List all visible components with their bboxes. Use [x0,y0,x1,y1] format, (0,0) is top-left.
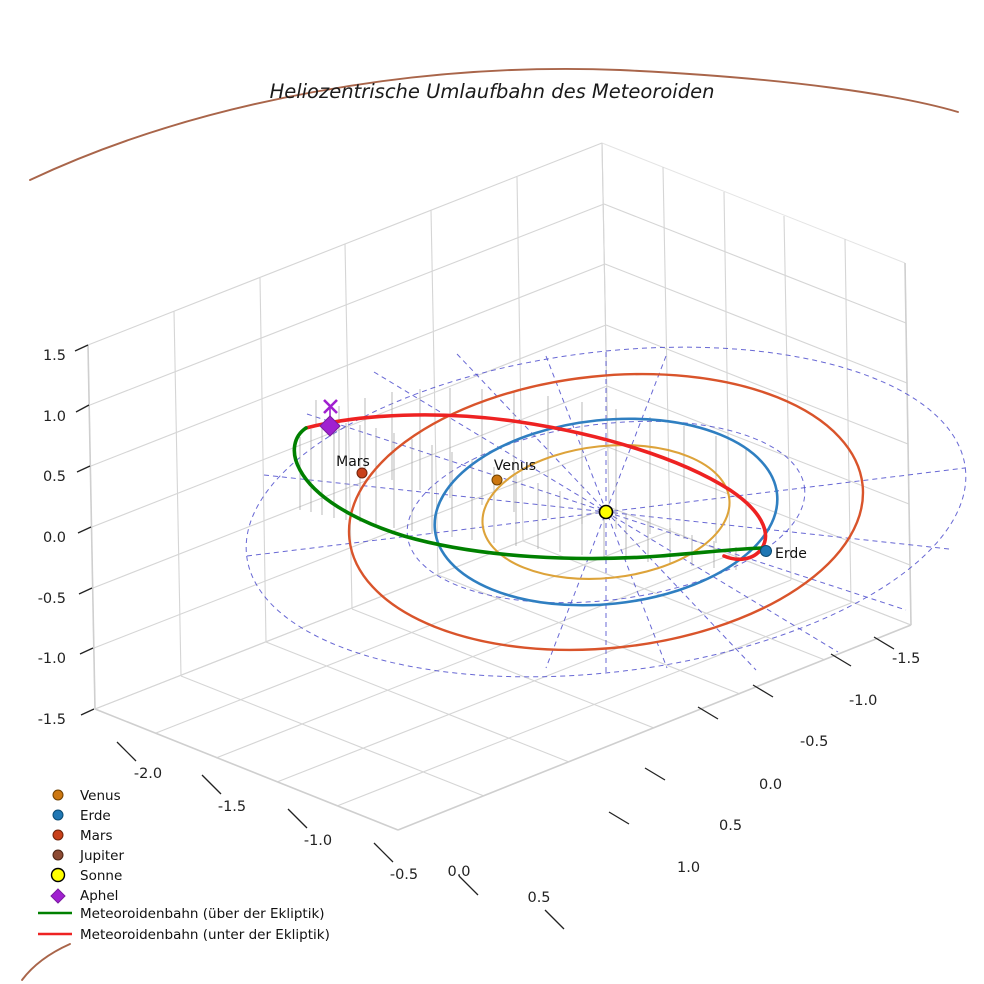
marker-aphel [319,415,341,437]
legend-item-erde[interactable]: Erde [52,808,111,824]
legend-item-venus[interactable]: Venus [52,788,121,804]
legend-label: Meteoroidenbahn (über der Ekliptik) [80,906,325,922]
x-tick [544,909,565,930]
label-erde: Erde [775,546,807,562]
z-tick [79,647,94,655]
z-tick [74,344,89,352]
y-tick [644,767,666,781]
marker-sonne [598,504,614,520]
x-tick [373,842,394,863]
venus-marker-icon [52,789,64,801]
y-tick-label: 0.0 [759,777,782,793]
x-tick [458,875,479,896]
x-tick-label: 0.5 [527,890,550,906]
x-axis: -2.0 -1.5 -1.0 -0.5 0.0 0.5 [116,741,565,930]
y-tick-label: -0.5 [800,734,828,750]
legend-label: Aphel [80,888,118,904]
legend-item-mars[interactable]: Mars [52,828,113,844]
y-tick [697,706,719,720]
legend-label: Mars [80,828,113,844]
y-tick [873,636,895,650]
mars-marker-icon [52,829,64,841]
orbit-venus [481,444,731,580]
z-tick [78,587,93,595]
legend: Venus Erde Mars Jupiter Sonne [38,788,330,943]
orbit-mars [347,372,865,652]
legend-item-sonne[interactable]: Sonne [50,867,123,884]
jupiter-orbit-arc-top [29,68,959,181]
pane-left-wall [87,142,610,710]
aphel-marker-icon [50,888,66,904]
orbit-erde [433,417,779,607]
z-tick-label: -1.0 [38,651,66,667]
label-mars: Mars [336,454,370,470]
legend-item-jupiter[interactable]: Jupiter [52,848,124,864]
legend-label: Venus [80,788,121,804]
x-tick [201,774,222,795]
z-tick [77,526,92,534]
orbit-jupiter [21,68,959,981]
marker-venus [491,474,503,486]
z-tick-label: 1.5 [43,348,66,364]
y-axis: -1.5 -1.0 -0.5 0.0 0.5 1.0 [608,636,920,876]
x-tick-label: -2.0 [134,766,162,782]
polar-outer-circle [245,346,967,678]
z-axis: 1.5 1.0 0.5 0.0 -0.5 -1.0 -1.5 [38,344,95,728]
x-tick-label: -1.5 [218,799,246,815]
marker-mars [356,467,368,479]
x-tick-label: -1.0 [304,833,332,849]
jupiter-marker-icon [52,849,64,861]
y-tick-label: 1.0 [677,860,700,876]
y-tick [608,811,630,825]
axis-spines [87,262,912,831]
meteoroid-orbit-above-ecliptic [292,426,766,561]
z-tick-label: 1.0 [43,409,66,425]
z-tick-label: 0.0 [43,530,66,546]
x-tick-label: 0.0 [447,864,470,880]
legend-item-meteoroid-below[interactable]: Meteoroidenbahn (unter der Ekliptik) [38,927,330,943]
z-tick-label: -1.5 [38,712,66,728]
z-tick [76,465,91,473]
label-venus: Venus [494,458,536,474]
z-tick-label: 0.5 [43,469,66,485]
jupiter-orbit-arc-bottom [21,943,71,981]
erde-marker-icon [52,809,64,821]
legend-label: Meteoroidenbahn (unter der Ekliptik) [80,927,330,943]
x-tick [287,808,308,829]
y-tick-label: -1.0 [849,693,877,709]
y-tick-label: -1.5 [892,651,920,667]
page-title: Heliozentrische Umlaufbahn des Meteoroid… [270,80,715,103]
legend-item-aphel[interactable]: Aphel [50,888,118,904]
body-markers: Mars Venus Erde [319,399,807,562]
x-tick-label: -0.5 [390,867,418,883]
y-tick-label: 0.5 [719,818,742,834]
legend-item-meteoroid-above[interactable]: Meteoroidenbahn (über der Ekliptik) [38,906,325,922]
z-tick-label: -0.5 [38,591,66,607]
legend-label: Jupiter [79,848,124,864]
legend-label: Erde [80,808,111,824]
x-tick [116,741,137,762]
y-tick [752,684,774,698]
y-tick [830,653,852,667]
z-tick [75,404,90,413]
legend-label: Sonne [80,868,122,884]
marker-erde [760,545,772,557]
z-tick [80,708,95,716]
sonne-marker-icon [50,867,66,883]
